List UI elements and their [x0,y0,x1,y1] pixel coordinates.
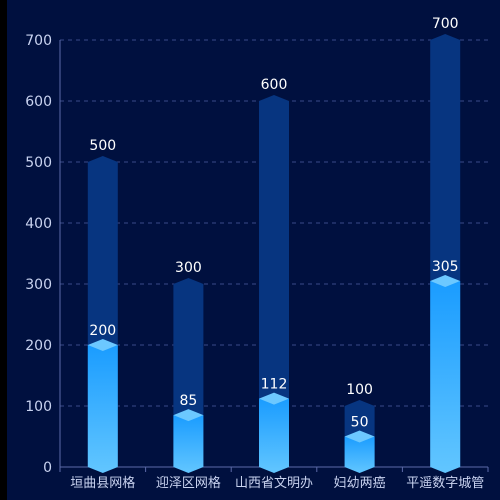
y-tick-label: 0 [43,460,52,476]
plot-background [7,0,500,500]
value-data-label: 112 [261,377,288,393]
y-tick-label: 300 [25,277,52,293]
total-bar [259,95,289,467]
value-bar [430,280,461,473]
y-tick-label: 100 [25,399,52,415]
value-bar-cap [87,339,118,351]
total-data-label: 500 [89,138,116,154]
value-bar [173,415,204,473]
value-data-label: 50 [351,415,369,431]
value-bar-cap [430,274,461,287]
value-bar-cap [344,430,375,443]
value-bar [87,345,118,473]
total-data-label: 700 [432,16,459,32]
y-tick-label: 400 [25,216,52,232]
total-data-label: 100 [346,382,373,398]
x-category-label: 妇幼两癌 [334,475,386,491]
total-data-label: 300 [175,260,202,276]
y-tick-label: 600 [25,94,52,110]
y-tick-label: 200 [25,338,52,354]
x-category-label: 平遥数字城管 [406,476,484,491]
value-data-label: 305 [432,259,459,275]
x-category-label: 山西省文明办 [235,476,313,491]
value-data-label: 200 [89,323,116,339]
value-data-label: 85 [179,393,197,409]
value-bar-cap [173,409,204,422]
value-bar [259,398,289,473]
total-data-label: 600 [261,77,288,93]
x-category-label: 垣曲县网格 [70,475,135,491]
y-tick-label: 500 [25,155,52,171]
value-bar [344,436,375,473]
x-category-label: 迎泽区网格 [156,475,221,491]
value-bar-cap [259,392,289,405]
y-tick-label: 700 [25,33,52,49]
